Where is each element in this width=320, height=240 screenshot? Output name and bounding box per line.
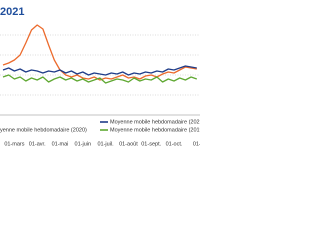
x-tick-label: 01-avr. <box>29 141 46 147</box>
x-tick-label: 01-juin <box>75 141 92 147</box>
legend-label: Moyenne mobile hebdomadaire (2021) <box>110 119 200 125</box>
chart-title: 2021 <box>0 6 24 18</box>
grid <box>0 34 200 96</box>
line-series <box>2 65 197 76</box>
x-tick-label: 01-mars <box>4 141 24 147</box>
line-series <box>2 74 198 84</box>
legend-label: Moyenne mobile hebdomadaire (2019) <box>110 127 200 133</box>
x-tick-label: 01-août <box>119 141 138 147</box>
line-series <box>2 24 197 81</box>
legend-label: yenne mobile hebdomadaire (2020) <box>0 127 87 133</box>
x-tick-label: 01-sept. <box>141 141 161 147</box>
x-tick-label: 01-oct. <box>166 141 183 147</box>
page: 2021 01-mars 01-avr. 01-mai 01-juin 01-juil.… <box>0 0 205 150</box>
chart: 2021 01-mars 01-avr. 01-mai 01-juin 01-juil.… <box>0 6 205 147</box>
x-tick-label: 01-juil. <box>97 141 114 147</box>
x-tick-label: 01- <box>193 141 200 147</box>
x-tick-label: 01-mai <box>52 141 69 147</box>
